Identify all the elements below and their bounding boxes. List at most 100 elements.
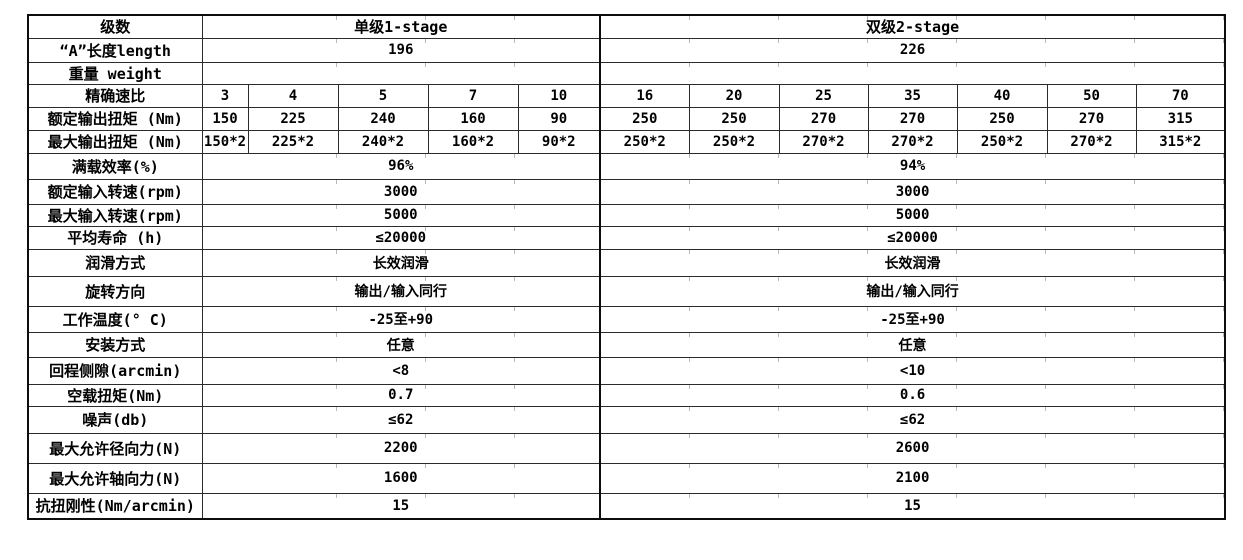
table-row-noise: 噪声(db) ≤62 ≤62: [27, 405, 1226, 434]
spec-cell: 3000: [201, 178, 601, 205]
table-row-weight: 重量 weight: [27, 61, 1226, 85]
spec-cell: 任意: [201, 331, 601, 358]
spec-cell: 输出/输入同行: [201, 275, 601, 307]
row-label: 旋转方向: [27, 275, 203, 307]
table-row-stages: 级数 单级1-stage 双级2-stage: [27, 14, 1226, 39]
spec-cell: 196: [201, 37, 601, 63]
spec-cell: 225*2: [247, 129, 339, 154]
table-row-rotation: 旋转方向 输出/输入同行 输出/输入同行: [27, 275, 1226, 307]
spec-cell: 长效润滑: [598, 248, 1226, 277]
stage1-header: 单级1-stage: [201, 14, 601, 39]
table-row-life: 平均寿命 (h) ≤20000 ≤20000: [27, 225, 1226, 250]
spec-cell: 20: [688, 83, 780, 108]
row-label: 空载扭矩(Nm): [27, 383, 203, 407]
stage2-header: 双级2-stage: [598, 14, 1226, 39]
spec-cell: 240*2: [337, 129, 429, 154]
spec-table: 级数 单级1-stage 双级2-stage “A”长度length 196 2…: [27, 14, 1227, 520]
row-label: 安装方式: [27, 331, 203, 358]
table-row-length: “A”长度length 196 226: [27, 37, 1226, 63]
spec-cell: [598, 61, 1226, 85]
spec-cell: ≤62: [201, 405, 601, 434]
spec-cell: 2200: [201, 432, 601, 464]
spec-cell: ≤20000: [598, 225, 1226, 250]
spec-cell: 长效润滑: [201, 248, 601, 277]
table-row-backlash: 回程侧隙(arcmin) <8 <10: [27, 356, 1226, 385]
row-label: 回程侧隙(arcmin): [27, 356, 203, 385]
spec-cell: 270: [867, 106, 958, 131]
row-label: 额定输出扭矩 (Nm): [27, 106, 203, 131]
spec-cell: 270*2: [1046, 129, 1137, 154]
spec-cell: 35: [867, 83, 958, 108]
row-label: 最大输入转速(rpm): [27, 203, 203, 227]
row-label: 润滑方式: [27, 248, 203, 277]
table-row-lubrication: 润滑方式 长效润滑 长效润滑: [27, 248, 1226, 277]
row-label: 额定输入转速(rpm): [27, 178, 203, 205]
spec-cell: 226: [598, 37, 1226, 63]
spec-cell: 15: [598, 492, 1226, 520]
spec-cell: 50: [1046, 83, 1137, 108]
spec-cell: 7: [427, 83, 519, 108]
spec-cell: 150*2: [201, 129, 249, 154]
row-label: 级数: [27, 14, 203, 39]
table-row-ratio: 精确速比 3 4 5 7 10 16 20 25 35 40 50 70: [27, 83, 1226, 108]
table-row-temperature: 工作温度(° C) -25至+90 -25至+90: [27, 305, 1226, 333]
table-row-max-axial-force: 最大允许轴向力(N) 1600 2100: [27, 462, 1226, 494]
spec-cell: 160: [427, 106, 519, 131]
spec-cell: ≤20000: [201, 225, 601, 250]
table-row-rated-input-speed: 额定输入转速(rpm) 3000 3000: [27, 178, 1226, 205]
spec-cell: [201, 61, 601, 85]
spec-cell: 任意: [598, 331, 1226, 358]
table-row-max-input-speed: 最大输入转速(rpm) 5000 5000: [27, 203, 1226, 227]
row-label: 最大允许径向力(N): [27, 432, 203, 464]
row-label: 抗扭刚性(Nm/arcmin): [27, 492, 203, 520]
spec-cell: 输出/输入同行: [598, 275, 1226, 307]
spec-cell: 315*2: [1135, 129, 1226, 154]
row-label: 工作温度(° C): [27, 305, 203, 333]
spec-cell: 2100: [598, 462, 1226, 494]
spec-cell: 5000: [598, 203, 1226, 227]
spec-cell: 2600: [598, 432, 1226, 464]
spec-cell: 90*2: [517, 129, 601, 154]
spec-cell: 270: [778, 106, 869, 131]
spec-cell: 270*2: [867, 129, 958, 154]
spec-cell: 0.7: [201, 383, 601, 407]
spec-cell: 25: [778, 83, 869, 108]
spec-cell: 16: [599, 83, 690, 108]
spec-cell: 250: [599, 106, 690, 131]
spec-cell: 250*2: [956, 129, 1048, 154]
spec-cell: 250: [688, 106, 780, 131]
spec-cell: -25至+90: [598, 305, 1226, 333]
spec-cell: 5: [337, 83, 429, 108]
spec-cell: <10: [598, 356, 1226, 385]
spec-cell: 160*2: [427, 129, 519, 154]
spec-cell: 90: [517, 106, 601, 131]
spec-cell: 315: [1135, 106, 1226, 131]
spec-cell: 250*2: [599, 129, 690, 154]
spec-cell: 10: [517, 83, 601, 108]
spec-cell: ≤62: [598, 405, 1226, 434]
spec-cell: 1600: [201, 462, 601, 494]
spec-cell: 96%: [201, 152, 601, 180]
table-row-no-load-torque: 空载扭矩(Nm) 0.7 0.6: [27, 383, 1226, 407]
row-label: 最大允许轴向力(N): [27, 462, 203, 494]
table-row-max-radial-force: 最大允许径向力(N) 2200 2600: [27, 432, 1226, 464]
row-label: 重量 weight: [27, 61, 203, 85]
spec-cell: -25至+90: [201, 305, 601, 333]
spec-cell: 270: [1046, 106, 1137, 131]
row-label: 满载效率(%): [27, 152, 203, 180]
spec-cell: <8: [201, 356, 601, 385]
row-label: 噪声(db): [27, 405, 203, 434]
spec-cell: 270*2: [778, 129, 869, 154]
spec-cell: 5000: [201, 203, 601, 227]
spec-cell: 94%: [598, 152, 1226, 180]
row-label: 最大输出扭矩 (Nm): [27, 129, 203, 154]
table-row-rated-torque: 额定输出扭矩 (Nm) 150 225 240 160 90 250 250 2…: [27, 106, 1226, 131]
spec-cell: 15: [201, 492, 601, 520]
spec-cell: 40: [956, 83, 1048, 108]
row-label: 精确速比: [27, 83, 203, 108]
table-row-efficiency: 满载效率(%) 96% 94%: [27, 152, 1226, 180]
table-row-mounting: 安装方式 任意 任意: [27, 331, 1226, 358]
row-label: “A”长度length: [27, 37, 203, 63]
spec-cell: 250*2: [688, 129, 780, 154]
spec-cell: 4: [247, 83, 339, 108]
